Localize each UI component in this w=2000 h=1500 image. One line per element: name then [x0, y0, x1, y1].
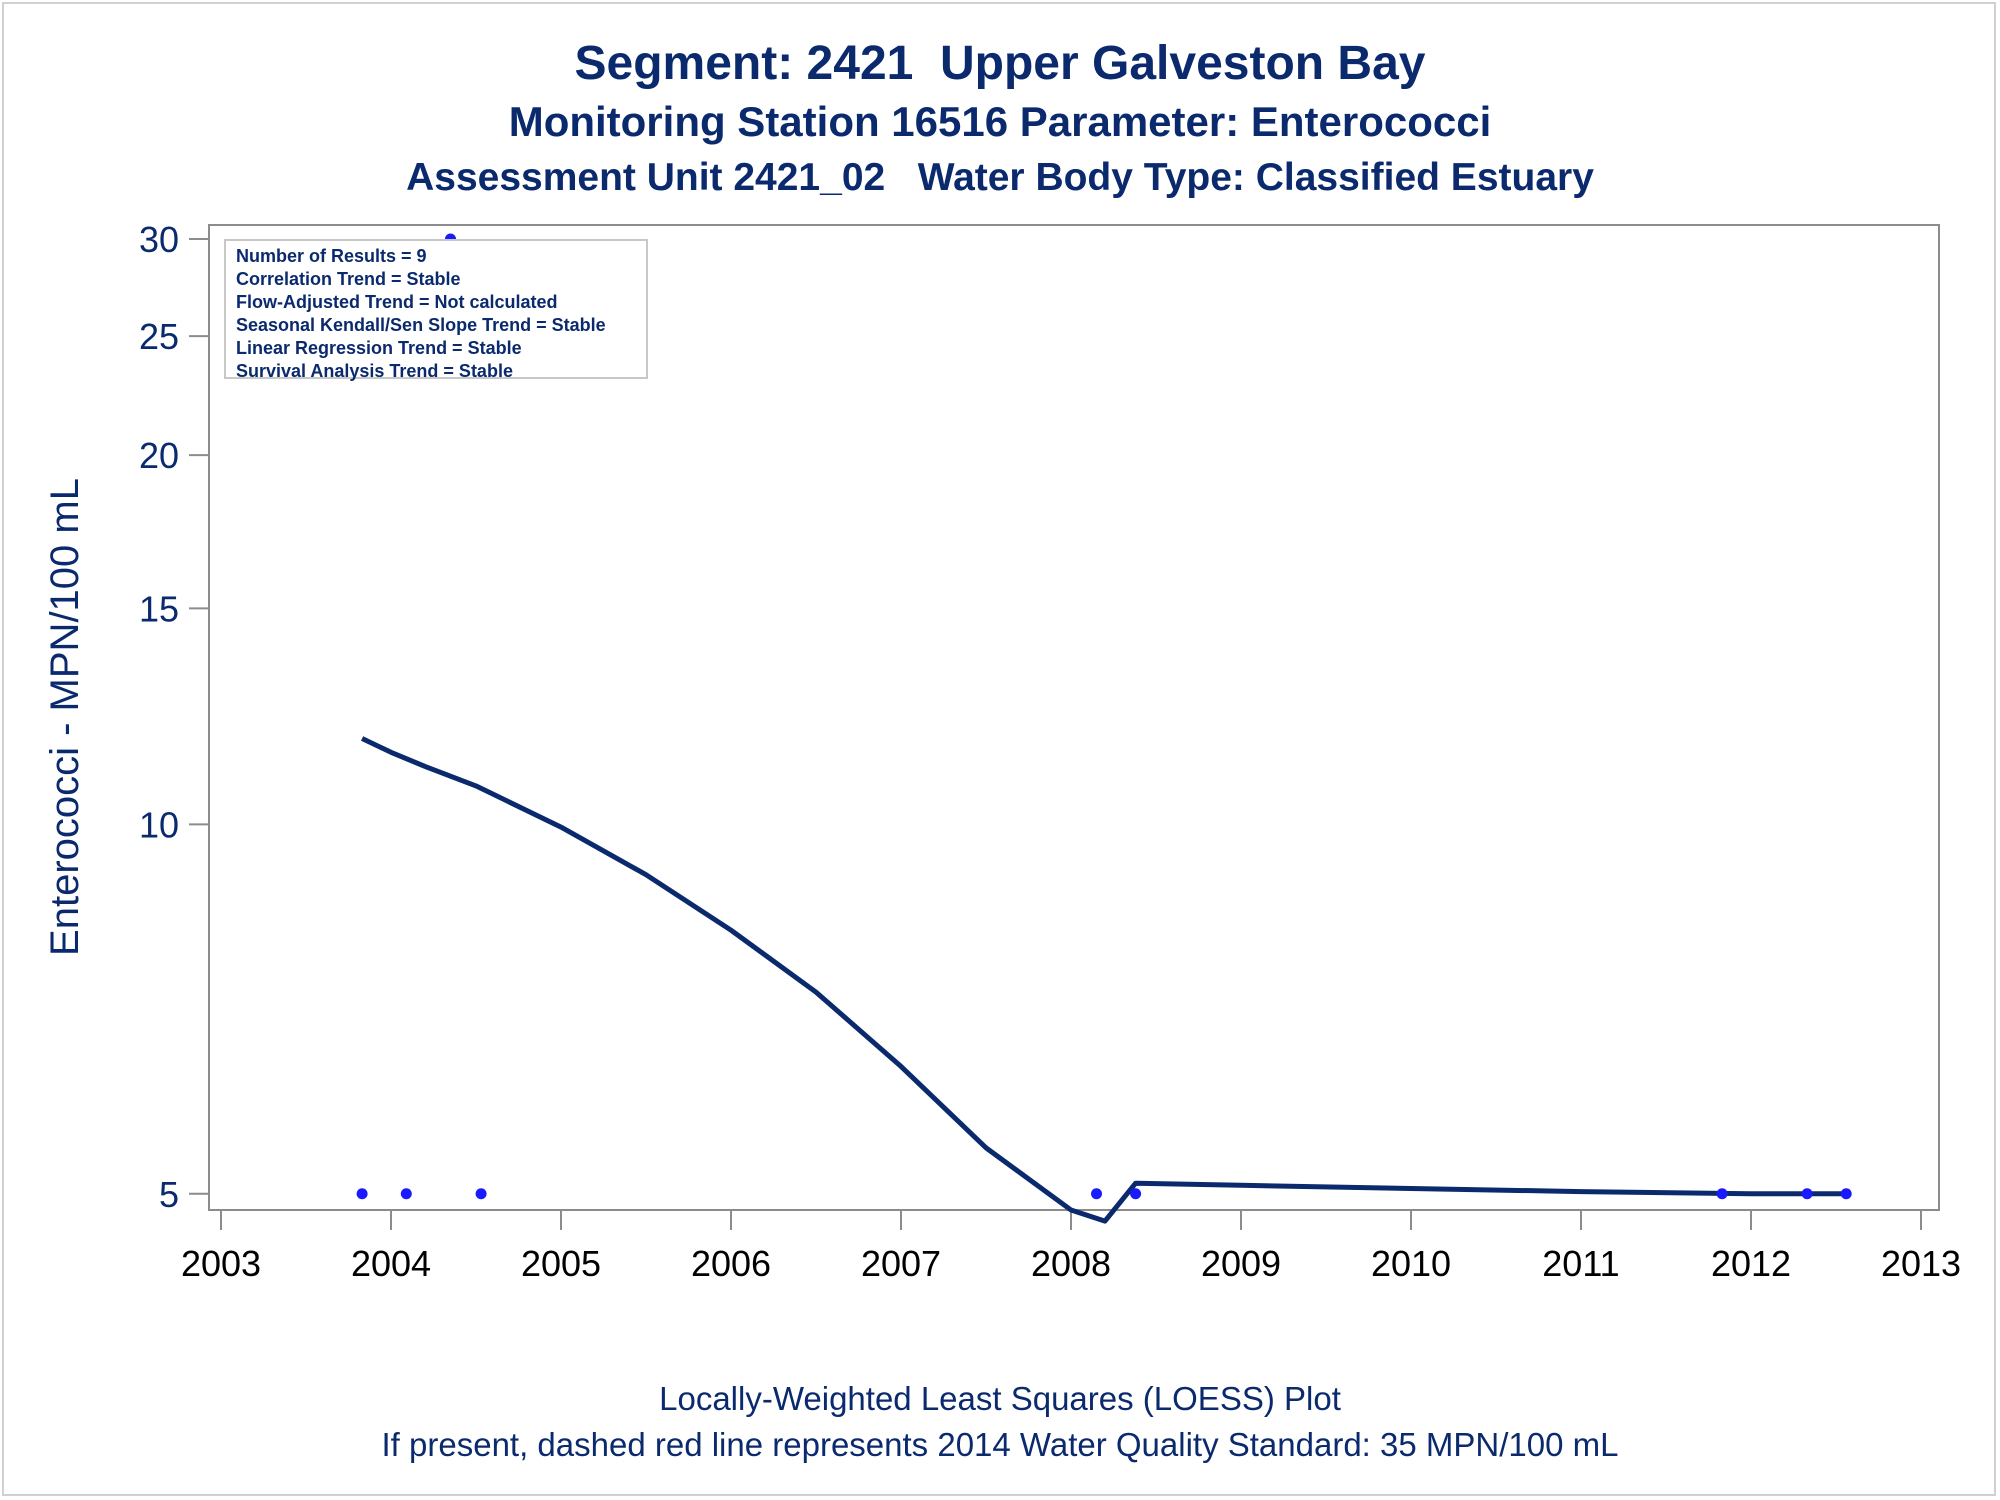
legend-line-linear-regression: Linear Regression Trend = Stable [236, 338, 522, 358]
y-axis-label: Enterococci - MPN/100 mL [43, 478, 87, 956]
y-tick-label: 25 [139, 316, 179, 357]
data-point [1091, 1188, 1102, 1200]
x-tick-label: 2012 [1711, 1243, 1791, 1284]
data-point [1801, 1188, 1813, 1200]
x-tick-label: 2013 [1881, 1243, 1961, 1284]
data-point [1840, 1188, 1852, 1200]
y-tick-label: 10 [139, 804, 179, 845]
legend-line-results: Number of Results = 9 [236, 246, 427, 266]
legend-line-survival-analysis: Survival Analysis Trend = Stable [236, 361, 513, 381]
x-tick-label: 2011 [1542, 1243, 1619, 1284]
x-tick-label: 2009 [1201, 1243, 1281, 1284]
x-tick-label: 2008 [1031, 1243, 1111, 1284]
x-tick-label: 2010 [1371, 1243, 1451, 1284]
y-tick-label: 20 [139, 435, 179, 476]
legend-line-correlation: Correlation Trend = Stable [236, 269, 461, 289]
x-tick-label: 2003 [181, 1243, 261, 1284]
footnote-standard: If present, dashed red line represents 2… [381, 1426, 1619, 1463]
footnote-loess: Locally-Weighted Least Squares (LOESS) P… [659, 1380, 1341, 1417]
x-tick-label: 2006 [691, 1243, 771, 1284]
y-axis: 5 10 15 20 25 30 [139, 219, 209, 1215]
data-point [1130, 1188, 1142, 1200]
y-tick-label: 5 [159, 1174, 179, 1215]
y-tick-label: 15 [139, 588, 179, 629]
y-tick-label: 30 [139, 219, 179, 260]
data-points [356, 233, 1852, 1200]
x-tick-label: 2005 [521, 1243, 601, 1284]
chart-subtitle: Monitoring Station 16516 Parameter: Ente… [508, 98, 1492, 145]
chart-subtitle-2: Assessment Unit 2421_02 Water Body Type:… [406, 156, 1594, 199]
data-point [1716, 1188, 1728, 1200]
x-tick-label: 2004 [351, 1243, 431, 1284]
legend-line-seasonal-kendall: Seasonal Kendall/Sen Slope Trend = Stabl… [236, 315, 606, 335]
loess-line [361, 736, 1847, 1224]
trend-legend: Number of Results = 9 Correlation Trend … [224, 239, 648, 381]
data-point [400, 1188, 412, 1200]
x-tick-label: 2007 [861, 1243, 941, 1284]
x-axis: 2003 2004 2005 2006 2007 2008 2009 2010 2011 2012… [181, 1210, 1961, 1284]
data-point [475, 1188, 487, 1200]
legend-line-flow-adjusted: Flow-Adjusted Trend = Not calculated [236, 292, 558, 312]
chart-title: Segment: 2421 Upper Galveston Bay [574, 37, 1426, 90]
data-point [356, 1188, 368, 1200]
